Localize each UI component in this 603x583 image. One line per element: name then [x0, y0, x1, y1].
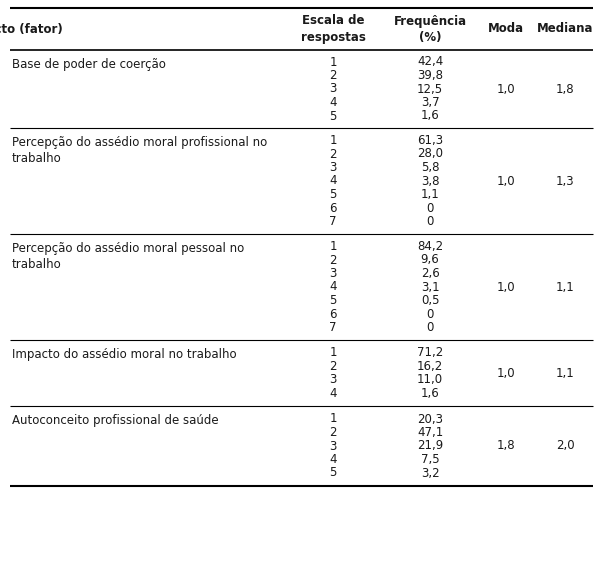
Text: 2: 2	[329, 254, 336, 266]
Text: Moda: Moda	[488, 23, 524, 36]
Text: 1: 1	[329, 346, 336, 359]
Text: 2: 2	[329, 69, 336, 82]
Text: 3,7: 3,7	[421, 96, 440, 109]
Text: 2,0: 2,0	[556, 440, 574, 452]
Text: 3: 3	[329, 83, 336, 96]
Text: 0: 0	[426, 215, 434, 228]
Text: 3: 3	[329, 267, 336, 280]
Text: 42,4: 42,4	[417, 55, 443, 68]
Text: 1: 1	[329, 134, 336, 147]
Text: 1,3: 1,3	[556, 174, 574, 188]
Text: 2: 2	[329, 426, 336, 439]
Text: 0: 0	[426, 307, 434, 321]
Text: 6: 6	[329, 307, 336, 321]
Text: 1,0: 1,0	[497, 83, 516, 96]
Text: 2: 2	[329, 147, 336, 160]
Text: 4: 4	[329, 453, 336, 466]
Text: 5: 5	[329, 294, 336, 307]
Text: Aspecto (fator): Aspecto (fator)	[0, 23, 62, 36]
Text: 7: 7	[329, 215, 336, 228]
Text: 1,8: 1,8	[497, 440, 516, 452]
Text: 84,2: 84,2	[417, 240, 443, 253]
Text: 3,8: 3,8	[421, 174, 439, 188]
Text: Autoconceito profissional de saúde: Autoconceito profissional de saúde	[12, 414, 219, 427]
Text: 71,2: 71,2	[417, 346, 443, 359]
Text: 3: 3	[329, 161, 336, 174]
Text: 61,3: 61,3	[417, 134, 443, 147]
Text: 5: 5	[329, 466, 336, 479]
Text: 7,5: 7,5	[421, 453, 440, 466]
Text: 47,1: 47,1	[417, 426, 443, 439]
Text: Percepção do assédio moral profissional no
trabalho: Percepção do assédio moral profissional …	[12, 136, 267, 166]
Text: 4: 4	[329, 280, 336, 293]
Text: 0: 0	[426, 321, 434, 334]
Text: Percepção do assédio moral pessoal no
trabalho: Percepção do assédio moral pessoal no tr…	[12, 242, 244, 272]
Text: Base de poder de coerção: Base de poder de coerção	[12, 58, 166, 71]
Text: 3,2: 3,2	[421, 466, 440, 479]
Text: 6: 6	[329, 202, 336, 215]
Text: 1,0: 1,0	[497, 174, 516, 188]
Text: 3: 3	[329, 373, 336, 387]
Text: 1,8: 1,8	[556, 83, 574, 96]
Text: 39,8: 39,8	[417, 69, 443, 82]
Text: 4: 4	[329, 174, 336, 188]
Text: 11,0: 11,0	[417, 373, 443, 387]
Text: 0: 0	[426, 202, 434, 215]
Text: Mediana: Mediana	[537, 23, 593, 36]
Text: 5,8: 5,8	[421, 161, 439, 174]
Text: 3: 3	[329, 440, 336, 452]
Text: Escala de
respostas: Escala de respostas	[300, 15, 365, 44]
Text: 1,1: 1,1	[421, 188, 440, 201]
Text: 20,3: 20,3	[417, 413, 443, 426]
Text: 5: 5	[329, 110, 336, 122]
Text: 1,6: 1,6	[421, 110, 440, 122]
Text: 16,2: 16,2	[417, 360, 443, 373]
Text: 28,0: 28,0	[417, 147, 443, 160]
Text: 3,1: 3,1	[421, 280, 440, 293]
Text: 0,5: 0,5	[421, 294, 439, 307]
Text: 1,1: 1,1	[555, 280, 575, 293]
Text: 1,0: 1,0	[497, 367, 516, 380]
Text: 1: 1	[329, 55, 336, 68]
Text: 4: 4	[329, 96, 336, 109]
Text: Frequência
(%): Frequência (%)	[393, 15, 467, 44]
Text: 12,5: 12,5	[417, 83, 443, 96]
Text: 2,6: 2,6	[421, 267, 440, 280]
Text: 5: 5	[329, 188, 336, 201]
Text: 9,6: 9,6	[421, 254, 440, 266]
Text: 21,9: 21,9	[417, 440, 443, 452]
Text: 4: 4	[329, 387, 336, 400]
Text: 7: 7	[329, 321, 336, 334]
Text: 1,1: 1,1	[555, 367, 575, 380]
Text: 1: 1	[329, 413, 336, 426]
Text: 1,6: 1,6	[421, 387, 440, 400]
Text: 1: 1	[329, 240, 336, 253]
Text: Impacto do assédio moral no trabalho: Impacto do assédio moral no trabalho	[12, 348, 236, 361]
Text: 1,0: 1,0	[497, 280, 516, 293]
Text: 2: 2	[329, 360, 336, 373]
